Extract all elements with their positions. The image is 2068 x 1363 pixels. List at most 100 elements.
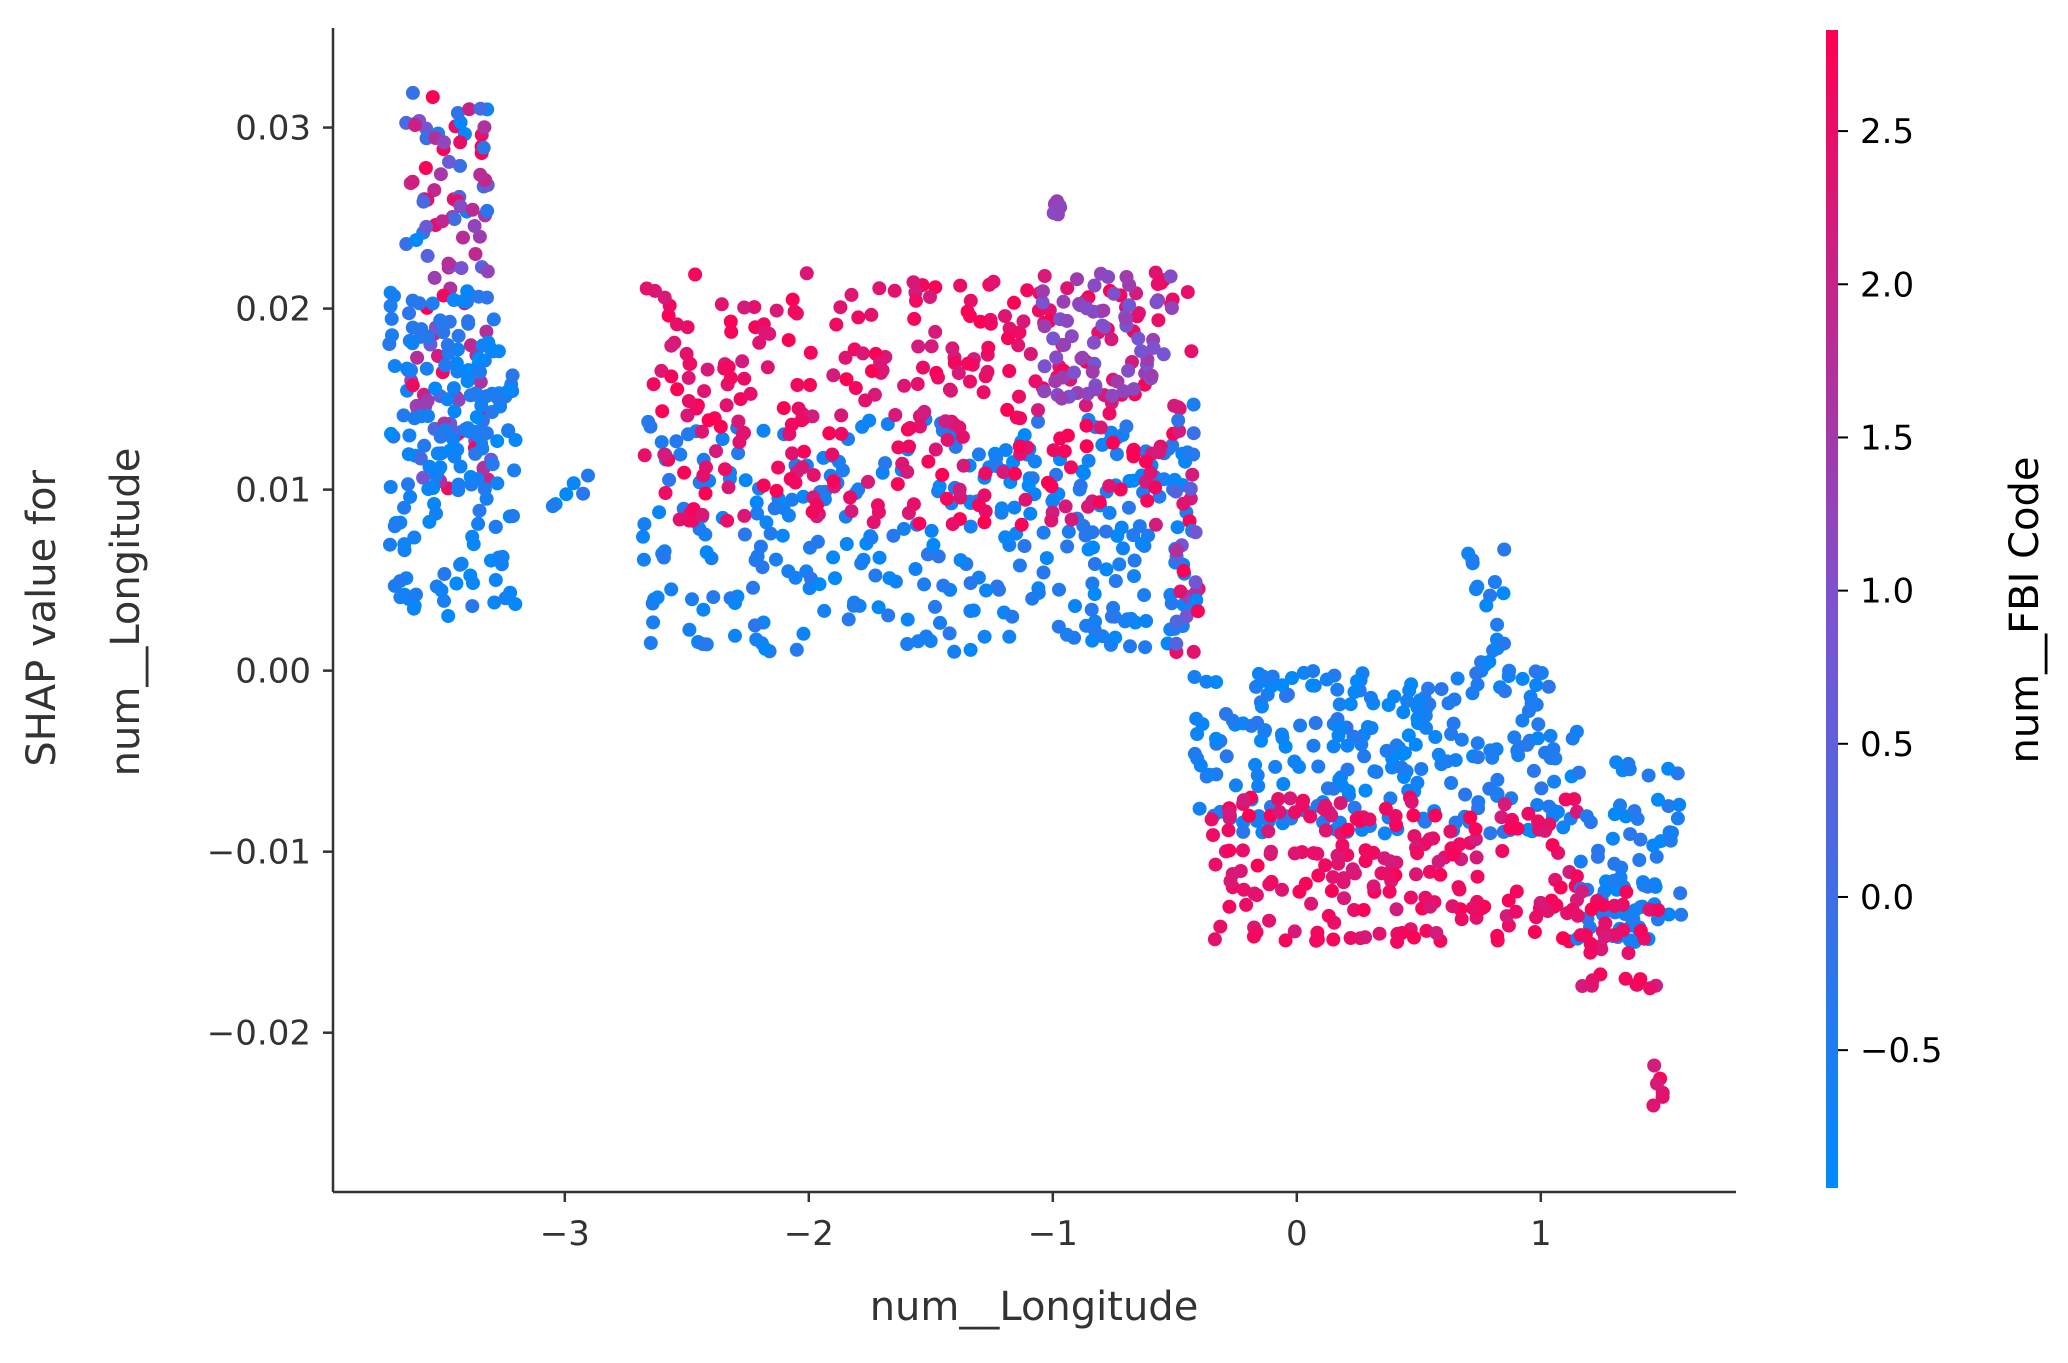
scatter-point: [1382, 884, 1397, 899]
scatter-point: [471, 351, 486, 366]
scatter-point: [475, 338, 490, 353]
scatter-point: [767, 501, 782, 516]
scatter-point: [698, 486, 713, 501]
scatter-point: [769, 483, 784, 498]
scatter-point: [963, 576, 978, 591]
scatter-point: [878, 456, 893, 471]
scatter-point: [775, 528, 790, 543]
scatter-point: [1118, 312, 1133, 327]
scatter-point: [979, 583, 994, 598]
scatter-point: [709, 444, 723, 459]
scatter-point: [1418, 890, 1433, 905]
scatter-point: [961, 356, 975, 371]
scatter-point: [429, 506, 443, 521]
scatter-point: [976, 385, 991, 400]
scatter-point: [421, 330, 436, 345]
scatter-point: [861, 474, 875, 489]
scatter-point: [1108, 574, 1123, 588]
scatter-point: [931, 549, 946, 564]
scatter-point: [1347, 903, 1362, 917]
scatter-point: [1017, 428, 1032, 443]
scatter-point: [781, 508, 796, 523]
scatter-point: [1324, 883, 1339, 898]
scatter-point: [409, 233, 424, 248]
scatter-point: [980, 364, 995, 379]
scatter-point: [947, 644, 962, 659]
scatter-point: [1222, 843, 1237, 858]
scatter-point: [677, 465, 692, 480]
scatter-point: [1318, 858, 1333, 873]
scatter-point: [916, 360, 930, 375]
scatter-point: [1121, 363, 1136, 378]
scatter-point: [1431, 747, 1446, 762]
scatter-point: [1530, 731, 1545, 746]
scatter-point: [434, 583, 449, 598]
scatter-point: [1509, 904, 1523, 919]
scatter-point: [973, 314, 988, 329]
colorbar-tick-label: 1.0: [1860, 572, 1914, 612]
scatter-point: [719, 398, 734, 413]
scatter-point: [1087, 557, 1102, 571]
scatter-point: [1336, 871, 1351, 886]
scatter-point: [952, 420, 967, 435]
scatter-point: [1195, 717, 1210, 732]
scatter-point: [1221, 823, 1236, 838]
scatter-point: [1258, 723, 1272, 738]
scatter-point: [1363, 690, 1378, 705]
scatter-point: [872, 550, 887, 565]
scatter-point: [1222, 899, 1237, 914]
scatter-point: [1573, 854, 1588, 869]
scatter-point: [855, 419, 870, 434]
scatter-point: [1305, 678, 1320, 693]
scatter-point: [1390, 926, 1405, 941]
scatter-point: [1647, 1058, 1662, 1073]
scatter-point: [1096, 303, 1111, 318]
scatter-point: [1208, 857, 1223, 872]
scatter-point: [1358, 854, 1373, 868]
scatter-point: [451, 393, 466, 408]
scatter-point: [1461, 546, 1476, 561]
scatter-point: [953, 278, 968, 293]
scatter-point: [1407, 829, 1422, 844]
scatter-point: [1060, 539, 1075, 554]
scatter-point: [652, 505, 667, 520]
scatter-point: [1067, 365, 1081, 380]
scatter-point: [771, 460, 786, 475]
scatter-point: [1621, 756, 1636, 771]
scatter-point: [473, 167, 488, 182]
scatter-point: [1002, 364, 1017, 378]
scatter-point: [639, 281, 654, 296]
scatter-point: [637, 517, 652, 532]
scatter-point: [756, 478, 771, 493]
colorbar-tick-label: 0.0: [1860, 878, 1914, 918]
scatter-point: [1340, 738, 1355, 753]
scatter-point: [1056, 294, 1071, 309]
scatter-point: [806, 468, 821, 483]
scatter-point: [425, 296, 440, 311]
scatter-point: [844, 504, 859, 519]
scatter-point: [977, 515, 992, 530]
scatter-point: [658, 486, 673, 500]
scatter-point: [833, 300, 848, 315]
scatter-point: [387, 359, 402, 373]
scatter-point: [385, 328, 399, 343]
scatter-point: [812, 577, 827, 592]
scatter-point: [1079, 418, 1094, 433]
scatter-point: [1633, 923, 1648, 938]
scatter-point: [1242, 808, 1256, 823]
scatter-point: [471, 516, 486, 531]
scatter-point: [839, 372, 854, 387]
scatter-point: [1534, 781, 1549, 796]
scatter-point: [932, 479, 947, 494]
scatter-point: [1186, 644, 1201, 659]
scatter-point: [1521, 806, 1536, 821]
scatter-point: [393, 574, 408, 589]
scatter-point: [1325, 870, 1340, 885]
scatter-point: [1331, 856, 1346, 871]
scatter-point: [986, 274, 1001, 289]
scatter-point: [1275, 882, 1289, 897]
scatter-point: [1057, 337, 1072, 352]
y-axis-ticks: 0.03 0.02 0.01 0.00 −0.01 −0.02: [207, 109, 333, 1054]
scatter-point: [1340, 762, 1355, 777]
scatter-point: [1081, 453, 1096, 468]
